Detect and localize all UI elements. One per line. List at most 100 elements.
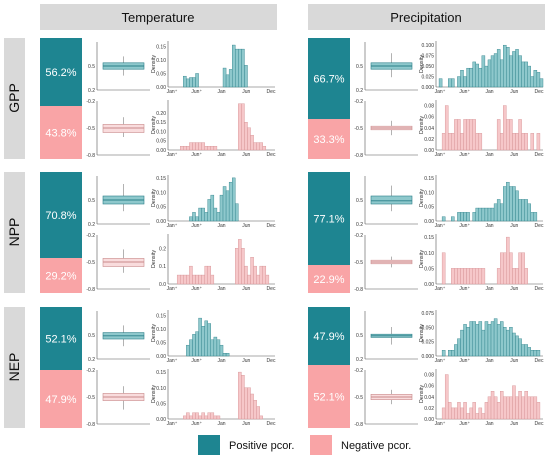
npp-precipitation-neg-hist-ytick: 0.10 — [424, 251, 434, 257]
npp-precipitation-neg-hist-bar — [441, 252, 446, 285]
gpp-precipitation-neg-box-tick: -0.8 — [354, 153, 363, 159]
nep-precipitation-neg-hist-bar — [451, 407, 455, 420]
nep-temperature-neg-box-tick: -0.5 — [86, 395, 95, 401]
gpp-precipitation-pos-hist-bar — [527, 65, 531, 88]
gpp-temperature-pos-hist-bar — [186, 78, 190, 88]
gpp-precipitation-pos-hist-bar — [539, 78, 544, 88]
nep-precipitation-neg-hist-xtick: Jan — [485, 421, 493, 427]
gpp-temperature-pos-hist-bar — [192, 77, 196, 88]
gpp-temperature-neg-box-tick: -0.8 — [86, 153, 95, 159]
nep-precipitation-pos-hist-bar — [515, 335, 519, 357]
nep-temperature-pos-hist-xtick: Jan — [217, 358, 225, 364]
gpp-precipitation-neg-hist-xtick: Jan — [485, 152, 493, 158]
gpp-temperature-pos-hist-ytick: 0.15 — [156, 44, 166, 50]
nep-temperature-pos-hist-bar — [198, 317, 202, 357]
npp-precipitation-neg-hist-bar — [503, 252, 507, 285]
npp-precipitation-neg-hist-bar — [466, 268, 470, 285]
gpp-precipitation-neg-hist-xtick: Jun — [510, 152, 518, 158]
nep-precipitation-neg-hist-bar — [441, 407, 446, 420]
npp-temperature-neg-hist-bar — [250, 257, 254, 285]
gpp-temperature-neg-hist-bar — [198, 142, 202, 151]
npp-temperature-pos-hist-xtick: Jan⁺ — [167, 223, 178, 229]
gpp-precipitation-neg-hist-xtick: Dec — [535, 152, 544, 158]
npp-temperature-neg-hist-ylabel: Density — [151, 250, 157, 269]
nep-precipitation-positive-pct: 47.9% — [313, 331, 344, 343]
nep-precipitation-pos-hist-bar — [448, 350, 452, 357]
gpp-temperature-neg-box-tick: -0.2 — [86, 99, 95, 105]
gpp-precipitation-neg-hist-bar — [448, 133, 452, 151]
gpp-precipitation-pos-hist-bar — [460, 70, 464, 88]
npp-temperature-neg-hist-bar — [241, 248, 245, 285]
gpp-precipitation-neg-hist-bar — [515, 133, 519, 151]
gpp-precipitation-neg-hist-bar — [518, 119, 522, 151]
nep-temperature-neg-hist-ytick: 0.00 — [156, 417, 166, 423]
nep-temperature-pos-hist-ytick: 0.15 — [156, 313, 166, 319]
nep-precipitation-pos-hist-bar — [481, 329, 486, 357]
npp-temperature-pos-hist-bar — [210, 194, 215, 222]
nep-temperature-pos-box-tick: 0.5 — [88, 333, 95, 339]
gpp-temperature-pos-hist-bar — [241, 48, 245, 88]
npp-temperature-pos-hist-bar — [198, 207, 202, 222]
gpp-precipitation-pos-hist-bar — [496, 49, 501, 88]
gpp-precipitation-neg-hist-xtick: Jun⁺ — [459, 152, 470, 158]
npp-temperature-pos-hist-ytick: 0.15 — [156, 176, 166, 182]
npp-temperature-neg-hist-bar — [198, 274, 202, 285]
gpp-temperature-neg-hist-ytick: 0.00 — [156, 148, 166, 154]
nep-precipitation-neg-hist-xtick: Dec — [535, 421, 544, 427]
nep-precipitation-pos-hist-bar — [493, 318, 498, 357]
npp-temperature-pos-box-tick: 0.2 — [88, 222, 95, 228]
gpp-temperature-negative-pct: 43.8% — [45, 128, 76, 140]
nep-temperature-neg-hist-bar — [216, 415, 221, 420]
nep-temperature-pos-hist-xtick: Jan⁺ — [167, 358, 178, 364]
nep-precipitation-neg-hist-bar — [512, 385, 516, 420]
gpp-precipitation-pos-hist-bar — [536, 72, 541, 88]
nep-precipitation-pos-hist-xtick: Dec — [535, 358, 544, 364]
nep-temperature-pos-hist-bar — [207, 323, 212, 357]
nep-precipitation-pos-hist-bar — [496, 324, 501, 357]
npp-temperature-neg-hist-xtick: Jun — [242, 286, 250, 292]
npp-temperature-neg-hist-bar — [247, 274, 251, 285]
gpp-temperature-neg-hist-xtick: Jun — [242, 152, 250, 158]
nep-temperature-pos-hist-bar — [222, 353, 227, 357]
nep-precipitation-neg-hist-bar — [490, 391, 495, 420]
nep-temperature-neg-hist-bar — [183, 415, 187, 420]
nep-temperature-positive-share-bar — [40, 307, 82, 370]
nep-temperature-neg-hist-bar — [210, 412, 215, 420]
gpp-precipitation-neg-hist-bar — [500, 133, 504, 151]
gpp-row-label: GPP — [6, 83, 22, 113]
npp-precipitation-pos-hist-bar — [509, 186, 513, 222]
gpp-precipitation-pos-hist-ytick: 0.100 — [421, 43, 434, 49]
gpp-temperature-pos-hist-bar — [183, 75, 187, 88]
npp-precipitation-neg-hist-bar — [512, 268, 516, 285]
npp-precipitation-pos-hist-bar — [518, 199, 522, 222]
nep-temperature-negative-pct: 47.9% — [45, 394, 76, 406]
gpp-temperature-neg-hist-bar — [186, 146, 190, 151]
gpp-precipitation-pos-hist-bar — [448, 78, 452, 88]
gpp-precipitation-pos-hist-bar — [475, 63, 480, 88]
npp-precipitation-pos-hist-bar — [490, 207, 495, 222]
gpp-temperature-neg-hist-ytick: 0.10 — [156, 129, 166, 135]
npp-precipitation-neg-hist-bar — [496, 268, 501, 285]
nep-precipitation-pos-hist-bar — [463, 324, 467, 357]
gpp-temperature-neg-hist-xtick: Jan⁺ — [167, 152, 178, 158]
npp-precipitation-neg-hist-bar — [451, 268, 455, 285]
nep-precipitation-neg-hist-bar — [503, 396, 507, 420]
gpp-precipitation-positive-share-bar — [308, 38, 350, 119]
npp-temperature-neg-box-tick: -0.5 — [86, 260, 95, 266]
npp-precipitation-pos-hist-bar — [503, 186, 507, 222]
gpp-precipitation-neg-hist-ytick: 0.06 — [424, 115, 434, 121]
nep-temperature-neg-hist-bar — [238, 371, 242, 420]
npp-temperature-neg-hist-bar — [204, 265, 208, 285]
nep-temperature-neg-hist-bar — [189, 415, 193, 420]
precipitation-header: Precipitation — [390, 10, 462, 25]
nep-precipitation-neg-hist-ytick: 0.04 — [424, 395, 434, 401]
nep-temperature-negative-share-bar — [40, 370, 82, 428]
gpp-precipitation-neg-box-tick: -0.2 — [354, 99, 363, 105]
npp-precipitation-pos-hist-bar — [500, 203, 504, 222]
gpp-temperature-positive-pct: 56.2% — [45, 67, 76, 79]
nep-precipitation-pos-hist-bar — [530, 350, 535, 357]
gpp-precipitation-pos-hist-bar — [530, 76, 535, 88]
npp-precipitation-pos-hist-bar — [515, 190, 519, 222]
npp-temperature-neg-hist-bar — [259, 265, 263, 285]
